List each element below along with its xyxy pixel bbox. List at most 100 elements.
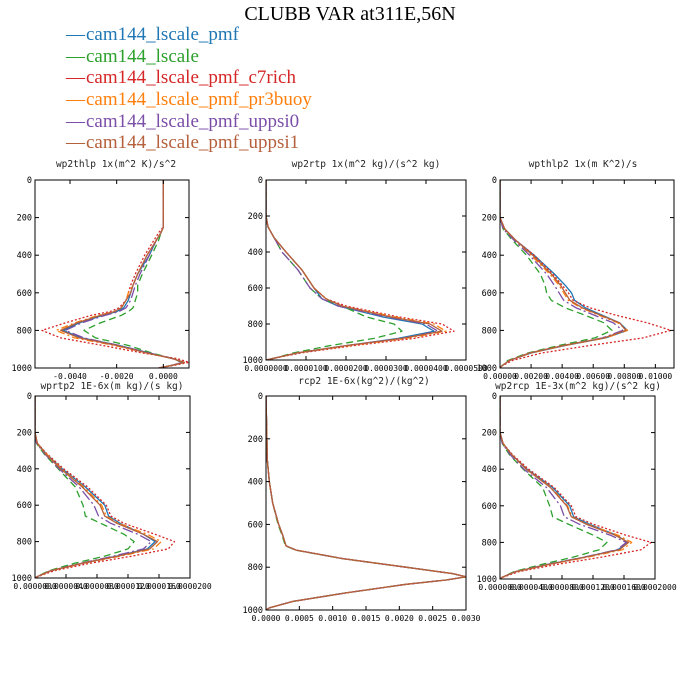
legend-label: cam144_lscale_pmf_uppsi1 <box>86 132 300 154</box>
series-line-cam144-lscale-pmf-pr3buoy <box>500 180 629 368</box>
series-line-cam144-lscale-pmf-uppsi0 <box>266 180 439 360</box>
x-tick-label: 0.0001200 <box>571 583 615 592</box>
y-tick-label: 800 <box>482 538 497 548</box>
series-line-cam144-lscale-pmf-pr3buoy <box>55 180 185 368</box>
y-tick-label: 400 <box>482 465 497 475</box>
series-line-cam144-lscale-pmf-uppsi1 <box>60 180 185 368</box>
x-tick-label: 0.0015 <box>352 614 381 623</box>
series-line-cam144-lscale <box>266 396 466 610</box>
x-tick-label: 0.00000 <box>483 372 517 381</box>
legend-label: cam144_lscale_pmf_c7rich <box>86 67 296 89</box>
x-tick-label: 0.00600 <box>576 372 610 381</box>
y-tick-label: 800 <box>482 326 497 336</box>
legend-item: —cam144_lscale_pmf_uppsi1 <box>66 132 312 154</box>
legend-item: —cam144_lscale_pmf_c7rich <box>66 67 312 89</box>
x-tick-label: 0.0000300 <box>364 364 408 373</box>
y-tick-label: 800 <box>17 326 32 336</box>
y-tick-label: 600 <box>17 501 32 511</box>
x-tick-label: 0.0000100 <box>284 364 328 373</box>
series-group <box>500 396 652 579</box>
series-line-cam144-lscale-pmf-uppsi0 <box>500 180 624 368</box>
series-line-cam144-lscale <box>500 396 608 579</box>
x-tick-label: -0.0020 <box>100 372 134 381</box>
series-group <box>41 180 189 368</box>
panel-title: wp2thlp 1x(m^2 K)/s^2 <box>56 159 176 170</box>
y-tick-label: 1000 <box>243 606 263 616</box>
x-tick-label: 0.0020 <box>385 614 414 623</box>
y-tick-label: 0 <box>258 392 263 402</box>
y-tick-label: 1000 <box>12 574 32 584</box>
series-line-cam144-lscale-pmf-uppsi1 <box>35 396 159 578</box>
x-tick-label: 0.0001600 <box>602 583 646 592</box>
legend-label: cam144_lscale <box>86 45 199 67</box>
panel-4: wprtp2 1E-6x(m kg)/(s kg) 0 200 400 600 800 10… <box>12 381 212 591</box>
y-tick-label: 0 <box>492 176 497 186</box>
x-tick-label: 0.0000 <box>252 614 281 623</box>
series-line-cam144-lscale-pmf-uppsi0 <box>35 396 152 578</box>
x-tick-label: 0.0000000 <box>478 583 522 592</box>
y-tick-label: 400 <box>248 478 263 488</box>
y-tick-label: 800 <box>248 320 263 330</box>
x-tick-label: 0.0000200 <box>324 364 368 373</box>
series-line-cam144-lscale-pmf-uppsi0 <box>500 396 627 579</box>
y-tick-label: 0 <box>27 176 32 186</box>
series-group <box>266 396 466 610</box>
x-tick-label: 0.00800 <box>607 372 641 381</box>
legend-label: cam144_lscale_pmf <box>86 24 240 45</box>
x-tick-label: 0.0000200 <box>168 582 212 591</box>
series-line-cam144-lscale-pmf-uppsi1 <box>266 180 443 360</box>
x-tick-label: 0.00200 <box>514 372 548 381</box>
x-tick-label: 0.0030 <box>452 614 481 623</box>
legend-item: —cam144_lscale_pmf <box>66 24 312 46</box>
series-group <box>500 180 672 368</box>
y-tick-label: 800 <box>17 538 32 548</box>
y-tick-label: 200 <box>17 214 32 224</box>
legend-item: —cam144_lscale_pmf_uppsi0 <box>66 111 312 133</box>
plot-frame <box>34 395 191 579</box>
panel-title: wprtp2 1E-6x(m kg)/(s kg) <box>41 381 184 392</box>
y-tick-label: 200 <box>17 428 32 438</box>
legend-label: cam144_lscale_pmf_pr3buoy <box>86 89 312 111</box>
x-tick-label: 0.0010 <box>318 614 347 623</box>
y-tick-label: 600 <box>248 520 263 530</box>
y-tick-label: 800 <box>248 563 263 573</box>
series-line-cam144-lscale-pmf <box>62 180 185 368</box>
series-line-cam144-lscale-pmf-uppsi1 <box>266 396 466 610</box>
series-line-cam144-lscale-pmf-c7rich <box>500 396 652 579</box>
series-line-cam144-lscale-pmf-uppsi0 <box>266 396 466 610</box>
series-line-cam144-lscale-pmf-uppsi1 <box>500 180 627 368</box>
y-tick-label: 600 <box>248 284 263 294</box>
y-tick-label: 400 <box>17 251 32 261</box>
y-tick-label: 200 <box>248 212 263 222</box>
legend: —cam144_lscale_pmf —cam144_lscale —cam144_… <box>66 24 312 154</box>
x-tick-label: 0.01000 <box>638 372 672 381</box>
y-tick-label: 0 <box>492 392 497 402</box>
x-tick-label: -0.0040 <box>53 372 87 381</box>
x-tick-label: 0.0025 <box>418 614 447 623</box>
series-line-cam144-lscale <box>83 180 183 368</box>
plot-frame <box>265 395 467 611</box>
y-tick-label: 1000 <box>477 575 497 585</box>
x-tick-label: 0.0000000 <box>13 582 57 591</box>
x-tick-label: 0.0000500 <box>444 364 488 373</box>
legend-label: cam144_lscale_pmf_uppsi0 <box>86 110 300 132</box>
panel-6: wp2rcp 1E-3x(m^2 kg)/(s^2 kg)0 200 400 600 8… <box>477 381 677 592</box>
figure-title: CLUBB VAR at311E,56N <box>244 3 456 25</box>
series-line-cam144-lscale-pmf <box>266 180 435 360</box>
panel-5: rcp2 1E-6x(kg^2)/(kg^2) 0 200 400 600 800 1000… <box>243 376 481 623</box>
plot-frame <box>499 395 656 580</box>
series-line-cam144-lscale-pmf-c7rich <box>41 180 189 368</box>
series-line-cam144-lscale-pmf <box>266 396 466 610</box>
x-tick-label: 0.0000800 <box>540 583 584 592</box>
panel-2: wp2rtp 1x(m^2 kg)/(s^2 kg) 0 200 400 600 800 1… <box>243 159 488 373</box>
y-tick-label: 400 <box>248 248 263 258</box>
series-line-cam144-lscale-pmf-uppsi1 <box>500 396 630 579</box>
series-line-cam144-lscale-pmf-pr3buoy <box>266 180 447 360</box>
series-line-cam144-lscale <box>35 396 135 578</box>
y-tick-label: 1000 <box>243 356 263 366</box>
panel-title: wpthlp2 1x(m K^2)/s <box>529 159 638 170</box>
x-tick-label: 0.0000 <box>149 372 178 381</box>
plot-frame <box>34 179 190 369</box>
y-tick-label: 0 <box>258 176 263 186</box>
